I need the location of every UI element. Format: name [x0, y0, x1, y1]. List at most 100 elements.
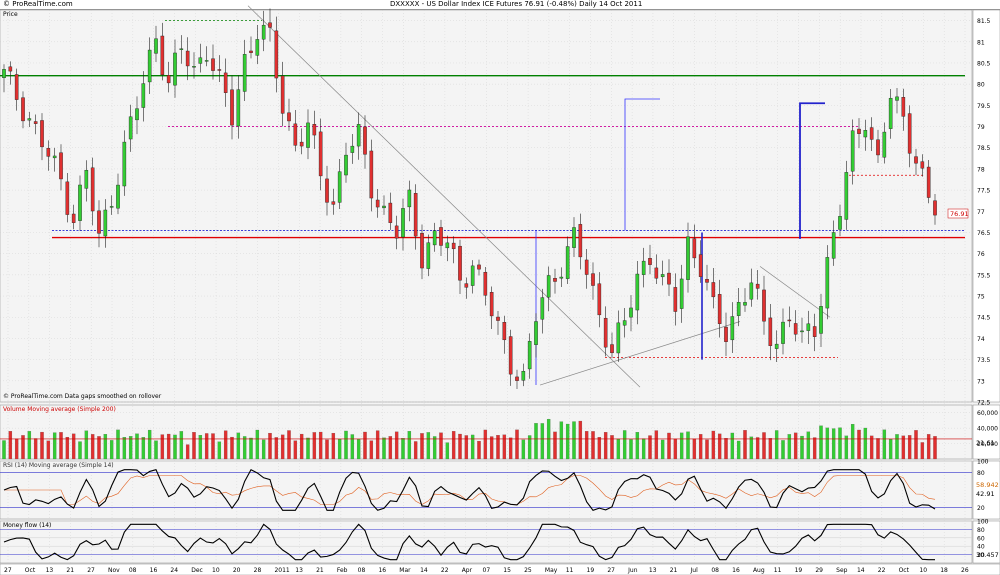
- price-tick-label: 80: [977, 82, 985, 89]
- x-tick-label: 21: [316, 567, 324, 574]
- volume-bar: [432, 436, 437, 460]
- bear-candle: [667, 272, 671, 285]
- volume-bar: [52, 432, 57, 460]
- bear-candle: [388, 202, 393, 223]
- bear-candle: [907, 113, 912, 154]
- volume-bar: [730, 432, 735, 460]
- mfi-tick-label: 60: [977, 535, 985, 542]
- price-tick-label: 76.5: [977, 230, 991, 237]
- bear-candle: [331, 201, 336, 205]
- volume-bar: [914, 430, 918, 460]
- bull-candle: [147, 49, 152, 83]
- price-tick-label: 81: [977, 39, 985, 46]
- volume-bar: [806, 431, 811, 460]
- volume-bar: [553, 431, 557, 460]
- bear-candle: [515, 376, 519, 381]
- bull-candle: [426, 242, 431, 269]
- x-tick-label: Oct: [25, 567, 36, 574]
- volume-bar: [179, 431, 184, 460]
- bull-candle: [337, 171, 342, 203]
- x-tick-label: 27: [4, 567, 12, 574]
- x-tick-label: 11: [774, 567, 782, 574]
- volume-bar: [705, 439, 709, 460]
- volume-bar: [287, 430, 291, 460]
- volume-bar: [90, 434, 95, 460]
- bull-candle: [527, 341, 532, 370]
- volume-bar: [869, 435, 874, 460]
- volume-bar: [211, 433, 215, 460]
- bear-candle: [14, 74, 19, 100]
- rsi-axis: [972, 460, 1000, 520]
- volume-bar: [2, 440, 6, 460]
- bear-candle: [439, 227, 443, 246]
- volume-bar: [230, 436, 234, 460]
- x-tick-label: 10: [919, 567, 927, 574]
- x-tick-label: Apr: [462, 567, 473, 574]
- x-tick-label: 16: [732, 567, 740, 574]
- title-bar: © ProRealTime.com DXXXXX - US Dollar Ind…: [0, 0, 1000, 10]
- bull-candle: [850, 130, 855, 172]
- volume-bar: [166, 433, 171, 460]
- bull-candle: [616, 322, 621, 354]
- price-tick-label: 78.5: [977, 145, 991, 152]
- bear-candle: [90, 167, 95, 212]
- price-tick-label: 75: [977, 294, 985, 301]
- volume-bar: [483, 429, 488, 460]
- x-tick-label: Feb: [337, 567, 348, 574]
- volume-bar: [521, 439, 526, 460]
- volume-bar: [344, 430, 348, 460]
- bear-candle: [318, 131, 323, 177]
- x-tick-label: 07: [483, 567, 491, 574]
- rsi-tick-label: 100: [977, 459, 989, 466]
- bull-candle: [103, 209, 108, 237]
- bull-candle: [844, 172, 849, 220]
- bull-candle: [344, 154, 348, 176]
- volume-bar: [711, 430, 716, 460]
- x-tick-label: Jun: [627, 567, 638, 574]
- volume-bar: [565, 423, 570, 460]
- bear-candle: [654, 267, 659, 279]
- volume-bar: [768, 438, 773, 460]
- price-tick-label: 77: [977, 209, 985, 216]
- bear-candle: [217, 69, 222, 71]
- bear-candle: [280, 75, 285, 114]
- volume-tick-label: 40,000: [977, 426, 998, 433]
- x-tick-label: 18: [940, 567, 948, 574]
- volume-bar: [502, 434, 507, 460]
- volume-bar: [59, 432, 63, 460]
- target-bracket-bold: [799, 102, 825, 239]
- volume-bar: [14, 438, 19, 460]
- volume-bar: [610, 435, 614, 460]
- bear-candle: [293, 123, 298, 146]
- bull-candle: [730, 316, 735, 341]
- bull-candle: [27, 118, 32, 121]
- bear-candle: [762, 289, 766, 322]
- volume-bar: [27, 431, 32, 460]
- volume-bar: [857, 429, 861, 460]
- bull-candle: [819, 306, 823, 334]
- bear-candle: [287, 112, 291, 122]
- bull-candle: [306, 122, 310, 148]
- rsi-value: 42.91: [976, 490, 995, 498]
- volume-bar: [635, 432, 640, 460]
- bull-candle: [179, 48, 184, 50]
- volume-bar: [198, 435, 203, 460]
- volume-bar: [439, 432, 443, 460]
- x-tick-label: Nov: [108, 567, 120, 574]
- x-tick-label: 13: [295, 567, 303, 574]
- volume-bar: [762, 432, 766, 460]
- bear-candle: [312, 124, 317, 136]
- x-tick-label: 16: [150, 567, 158, 574]
- bear-candle: [325, 178, 329, 203]
- mfi-line: [3, 523, 935, 561]
- volume-bar: [876, 438, 880, 460]
- volume-bar: [597, 437, 602, 460]
- bear-candle: [648, 258, 652, 265]
- mfi-panel-label: Money flow (14): [3, 522, 51, 529]
- volume-bar: [103, 434, 108, 460]
- last-price-value: 76.91: [950, 210, 969, 218]
- volume-bar: [451, 431, 456, 460]
- price-tick-label: 74.5: [977, 315, 991, 322]
- bull-candle: [236, 89, 241, 127]
